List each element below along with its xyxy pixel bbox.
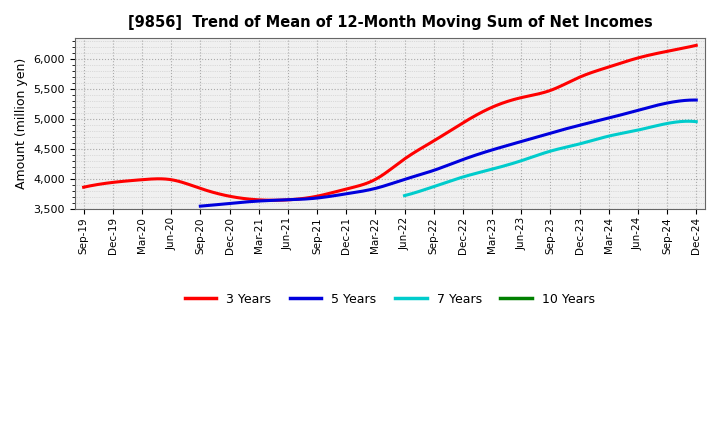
7 Years — [579, 140, 588, 146]
5 Years — [692, 97, 701, 103]
7 Years — [400, 193, 409, 198]
3 Years — [79, 184, 88, 190]
7 Years — [574, 142, 582, 147]
7 Years — [692, 119, 701, 125]
Legend: 3 Years, 5 Years, 7 Years, 10 Years: 3 Years, 5 Years, 7 Years, 10 Years — [180, 288, 600, 311]
3 Years — [81, 184, 90, 189]
3 Years — [456, 121, 465, 127]
3 Years — [444, 129, 453, 135]
3 Years — [598, 66, 606, 72]
7 Years — [401, 193, 410, 198]
7 Years — [573, 142, 582, 147]
Line: 7 Years: 7 Years — [405, 121, 696, 196]
5 Years — [198, 203, 207, 209]
3 Years — [636, 55, 645, 60]
5 Years — [491, 146, 500, 151]
5 Years — [690, 97, 699, 103]
5 Years — [196, 204, 204, 209]
Line: 3 Years: 3 Years — [84, 45, 696, 200]
7 Years — [665, 121, 673, 126]
3 Years — [446, 128, 455, 133]
Title: [9856]  Trend of Mean of 12-Month Moving Sum of Net Incomes: [9856] Trend of Mean of 12-Month Moving … — [127, 15, 652, 30]
Y-axis label: Amount (million yen): Amount (million yen) — [15, 58, 28, 189]
Line: 5 Years: 5 Years — [200, 100, 696, 206]
3 Years — [692, 43, 701, 48]
3 Years — [270, 198, 279, 203]
7 Years — [684, 119, 693, 124]
5 Years — [500, 144, 508, 149]
5 Years — [614, 113, 623, 118]
5 Years — [646, 104, 654, 110]
7 Years — [646, 125, 654, 130]
5 Years — [490, 147, 498, 152]
